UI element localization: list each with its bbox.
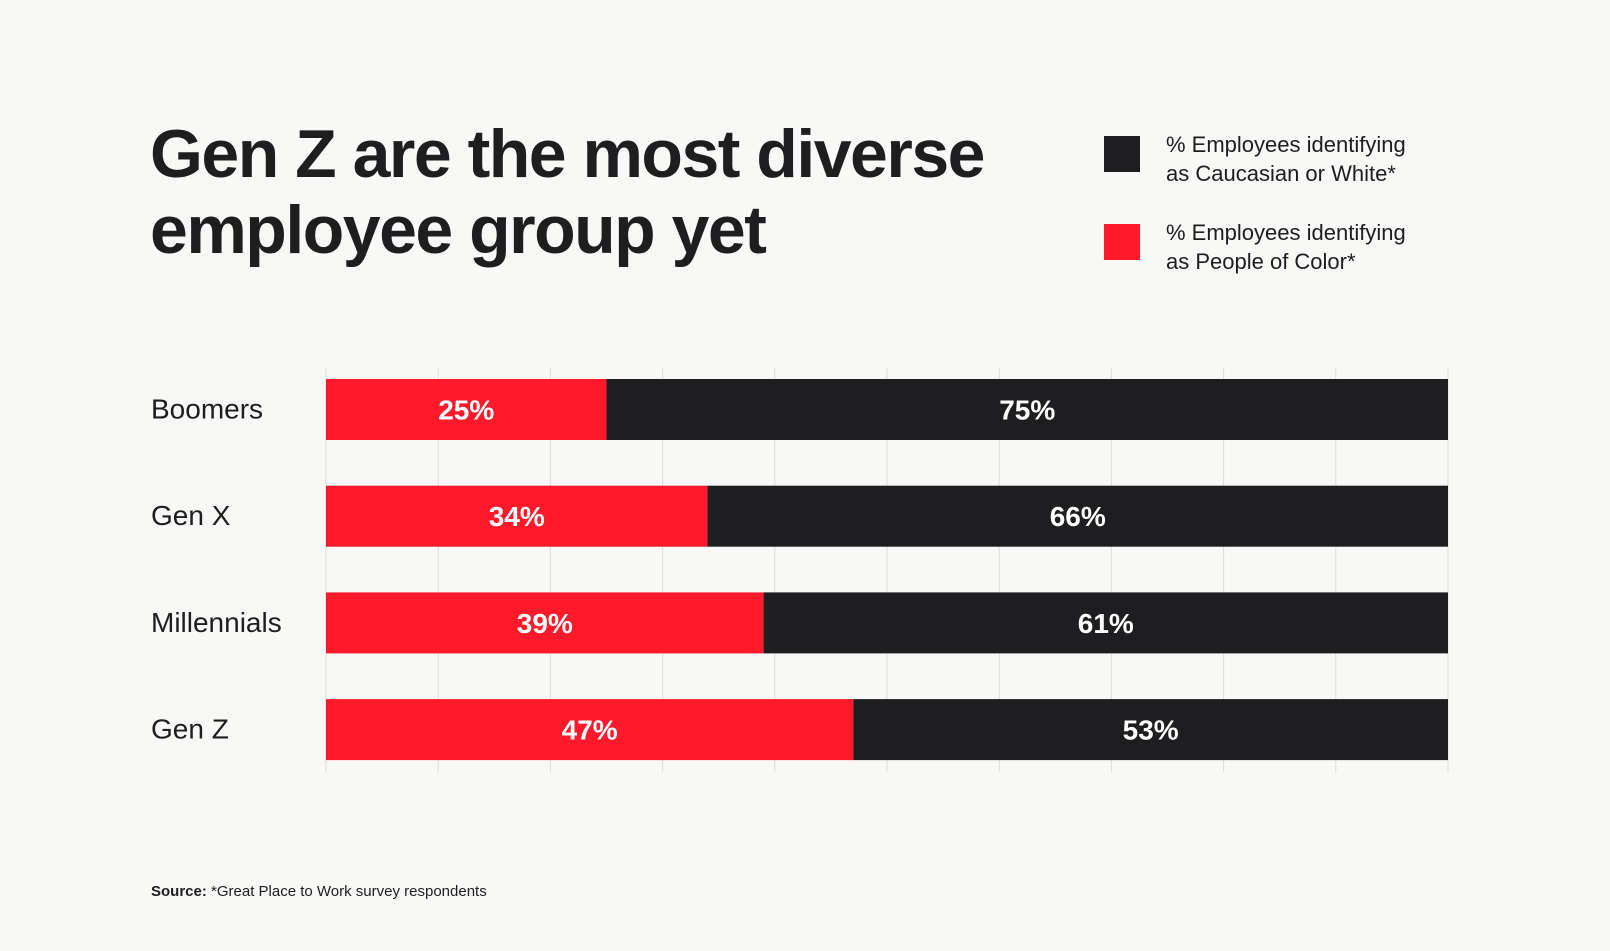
category-label-millennials: Millennials: [151, 607, 282, 638]
legend-label-white-line-2: as Caucasian or White*: [1166, 161, 1396, 186]
category-label-boomers: Boomers: [151, 394, 263, 425]
chart-title: Gen Z are the most diverse employee grou…: [150, 116, 1050, 268]
legend-swatch-poc: [1104, 224, 1140, 260]
legend-label-poc-line-2: as People of Color*: [1166, 249, 1356, 274]
bar-white-boomers: [606, 379, 1448, 440]
source-label: Source:: [151, 883, 207, 900]
data-label-poc-gen-z: 47%: [562, 715, 618, 746]
legend-label-white-line-1: % Employees identifying: [1166, 132, 1406, 157]
legend-item-white: % Employees identifying as Caucasian or …: [1104, 130, 1524, 200]
data-label-white-millennials: 61%: [1078, 608, 1134, 639]
data-label-poc-gen-x: 34%: [489, 501, 545, 532]
chart-title-line-1: Gen Z are the most diverse: [150, 116, 985, 192]
data-label-white-boomers: 75%: [999, 395, 1055, 426]
bar-white-gen-x: [707, 485, 1448, 547]
data-label-white-gen-x: 66%: [1050, 501, 1106, 532]
chart-title-line-2: employee group yet: [150, 192, 767, 268]
bar-poc-boomers: [326, 379, 607, 440]
data-label-white-gen-z: 53%: [1123, 715, 1179, 746]
legend: % Employees identifying as Caucasian or …: [1104, 130, 1524, 306]
bar-poc-millennials: [326, 592, 764, 654]
legend-item-poc: % Employees identifying as People of Col…: [1104, 218, 1524, 288]
legend-swatch-white: [1104, 136, 1140, 172]
legend-label-poc-line-1: % Employees identifying: [1166, 220, 1406, 245]
source-note: Source: *Great Place to Work survey resp…: [151, 883, 487, 900]
legend-label-poc: % Employees identifying as People of Col…: [1166, 218, 1466, 276]
category-label-gen-z: Gen Z: [151, 714, 229, 745]
bar-white-millennials: [763, 592, 1448, 654]
legend-label-white: % Employees identifying as Caucasian or …: [1166, 130, 1466, 188]
bar-white-gen-z: [853, 699, 1448, 761]
data-label-poc-millennials: 39%: [517, 608, 573, 639]
bar-poc-gen-z: [326, 699, 854, 761]
data-label-poc-boomers: 25%: [438, 395, 494, 426]
source-text: *Great Place to Work survey respondents: [206, 883, 487, 900]
category-label-gen-x: Gen X: [151, 500, 231, 531]
bar-poc-gen-x: [326, 485, 708, 547]
